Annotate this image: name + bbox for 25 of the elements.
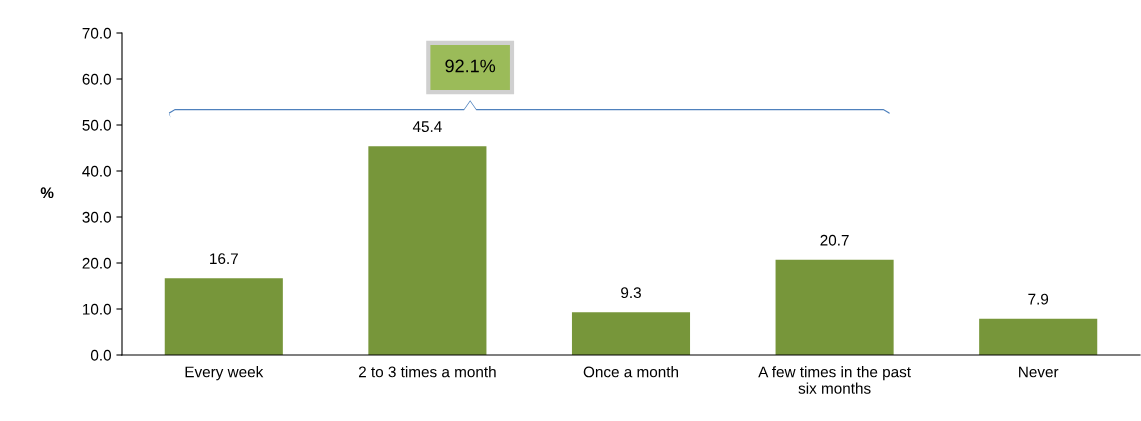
data-label: 16.7 bbox=[210, 253, 238, 265]
y-tick-label: 0.0 bbox=[90, 349, 111, 361]
y-tick-label: 10.0 bbox=[83, 303, 111, 315]
x-tick-label: A few times in the past six months bbox=[758, 366, 911, 394]
bar bbox=[979, 318, 1098, 355]
bar bbox=[164, 278, 283, 355]
data-label: 20.7 bbox=[820, 234, 849, 246]
x-tick-label: Once a month bbox=[583, 366, 678, 378]
y-tick-label: 70.0 bbox=[82, 27, 111, 39]
y-tick-label: 30.0 bbox=[82, 211, 111, 223]
data-label: 7.9 bbox=[1028, 293, 1049, 305]
y-tick-label: 50.0 bbox=[82, 119, 111, 131]
y-tick-label: 60.0 bbox=[82, 73, 111, 85]
x-tick-label: Every week bbox=[185, 366, 264, 381]
y-tick-label: 40.0 bbox=[82, 165, 111, 177]
data-label: 45.4 bbox=[412, 121, 442, 133]
bar bbox=[571, 312, 691, 355]
annotation: 92.1% bbox=[445, 59, 496, 73]
x-tick-label: 2 to 3 times a month bbox=[358, 366, 496, 378]
x-tick-label: Never bbox=[1019, 366, 1059, 378]
y-tick-label: 20.0 bbox=[82, 257, 111, 269]
bar bbox=[775, 259, 894, 355]
data-label: 9.3 bbox=[621, 287, 641, 299]
bar bbox=[368, 146, 487, 355]
y-axis-title: % bbox=[40, 187, 54, 199]
